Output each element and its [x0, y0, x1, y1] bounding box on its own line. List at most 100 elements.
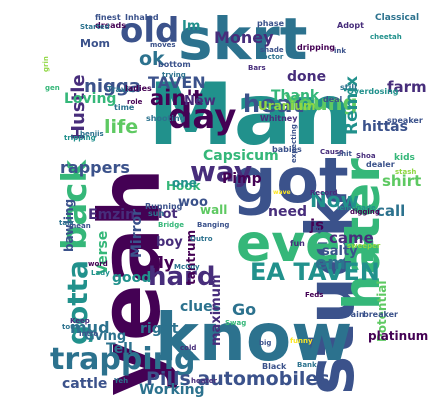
cloud-word: dreads	[95, 21, 126, 30]
cloud-word: Shoa	[356, 152, 376, 160]
cloud-word: Man	[148, 65, 353, 165]
cloud-word: came	[329, 229, 374, 247]
cloud-word: ink	[334, 47, 347, 55]
cloud-word: TAVEN	[148, 73, 206, 92]
cloud-word: digging	[350, 208, 380, 216]
cloud-word: got	[232, 144, 349, 217]
cloud-word: shit	[337, 150, 352, 158]
cloud-word: grin	[42, 56, 50, 72]
cloud-word: sun	[148, 209, 165, 218]
cloud-word: Mom	[80, 37, 110, 50]
cloud-word: Hook	[166, 179, 201, 193]
cloud-word: shirt	[382, 172, 422, 190]
cloud-word: Tell	[106, 341, 133, 357]
cloud-word: Whitney	[260, 114, 298, 123]
cloud-word: talk	[59, 219, 75, 227]
cloud-word: EA TAVEN	[250, 258, 380, 286]
cloud-word: skrt	[178, 5, 308, 73]
cloud-word: dripping	[297, 43, 336, 52]
cloud-word: Started	[80, 23, 110, 31]
cloud-word: ok	[139, 48, 165, 70]
cloud-word: Running	[145, 202, 183, 211]
cloud-word: sweeper	[347, 242, 381, 250]
cloud-word: salty	[322, 244, 358, 259]
cloud-word: Young	[285, 91, 358, 115]
cloud-word: farm	[387, 78, 427, 96]
cloud-word: rappers	[60, 158, 130, 177]
cloud-word: gen	[45, 84, 60, 92]
cloud-word: big	[259, 339, 272, 347]
cloud-word: Record	[310, 189, 338, 197]
cloud-word: still	[340, 83, 357, 92]
cloud-word: trying	[162, 71, 186, 79]
cloud-word: Thank	[271, 88, 320, 104]
cloud-word: role	[127, 98, 143, 106]
cloud-word: Yeh	[114, 377, 129, 385]
cloud-word: heater	[191, 377, 218, 385]
cloud-word: Money	[214, 28, 274, 47]
cloud-word: funny	[290, 337, 313, 345]
cloud-word: hard	[148, 262, 216, 292]
cloud-word: finest	[95, 13, 121, 22]
cloud-word: platinum	[368, 329, 429, 343]
cloud-word: even	[236, 214, 378, 274]
cloud-word: lemonade	[337, 204, 376, 212]
cloud-word: mud	[70, 318, 110, 337]
cloud-word: one	[172, 176, 197, 190]
cloud-word: stash	[395, 168, 417, 176]
cloud-word: Pills automobiles	[146, 368, 330, 390]
cloud-word: tripping	[64, 134, 96, 142]
cloud-word: Uranium	[258, 99, 316, 113]
cloud-word: fun	[290, 239, 305, 248]
cloud-word: wall	[200, 203, 228, 217]
cloud-word: Bank	[297, 361, 317, 369]
cloud-word: Gving	[84, 329, 127, 344]
cloud-word: deal	[323, 95, 343, 104]
cloud-word: expecting	[290, 124, 298, 163]
cloud-word: Swag	[225, 319, 247, 327]
cloud-word: cheetah	[370, 33, 402, 41]
cloud-word: phase	[257, 19, 285, 28]
cloud-word: speaker	[387, 116, 423, 125]
cloud-word: Feds	[305, 291, 324, 299]
cloud-word: clues	[180, 299, 221, 315]
cloud-word: Go	[232, 300, 257, 319]
cloud-word: moves	[150, 41, 176, 49]
cloud-word: New	[184, 94, 216, 109]
cloud-word: mean	[69, 222, 91, 230]
cloud-word: Mirror	[129, 208, 145, 258]
cloud-word: right	[140, 321, 179, 337]
cloud-word: Overdosing	[347, 87, 399, 96]
cloud-word: word	[88, 260, 108, 268]
cloud-word: maximum	[209, 274, 224, 346]
cloud-word: Adopt	[337, 21, 364, 30]
cloud-word: life	[104, 116, 139, 138]
cloud-word: Cause	[320, 148, 344, 156]
cloud-word: Travis	[107, 85, 134, 94]
cloud-word: Loving	[64, 91, 117, 107]
cloud-word: fly	[152, 253, 175, 272]
cloud-word: call	[376, 202, 406, 220]
cloud-word: Inhaled	[125, 13, 159, 22]
cloud-word: cold	[180, 344, 197, 352]
cloud-word: Working	[139, 382, 205, 398]
cloud-word: way	[190, 155, 253, 188]
cloud-word: boy	[156, 235, 183, 250]
cloud-word: Black	[262, 362, 287, 371]
cloud-word: Classical	[375, 13, 420, 23]
cloud-word: Emzin	[88, 207, 136, 223]
cloud-word: Intro	[79, 330, 99, 338]
cloud-word: Dj	[312, 225, 322, 234]
cloud-word: ain't	[150, 86, 203, 110]
cloud-word: trapping	[50, 342, 196, 377]
cloud-word: ladies	[125, 84, 152, 93]
cloud-word: shooting	[146, 114, 186, 123]
cloud-word: Keep	[70, 317, 90, 325]
cloud-word: woo	[178, 195, 208, 210]
cloud-word: Banging	[197, 221, 230, 229]
cloud-word: js	[310, 216, 325, 234]
cloud-word: time	[114, 103, 135, 112]
cloud-word: nigga	[84, 76, 141, 97]
cloud-word: benjis	[80, 130, 104, 138]
